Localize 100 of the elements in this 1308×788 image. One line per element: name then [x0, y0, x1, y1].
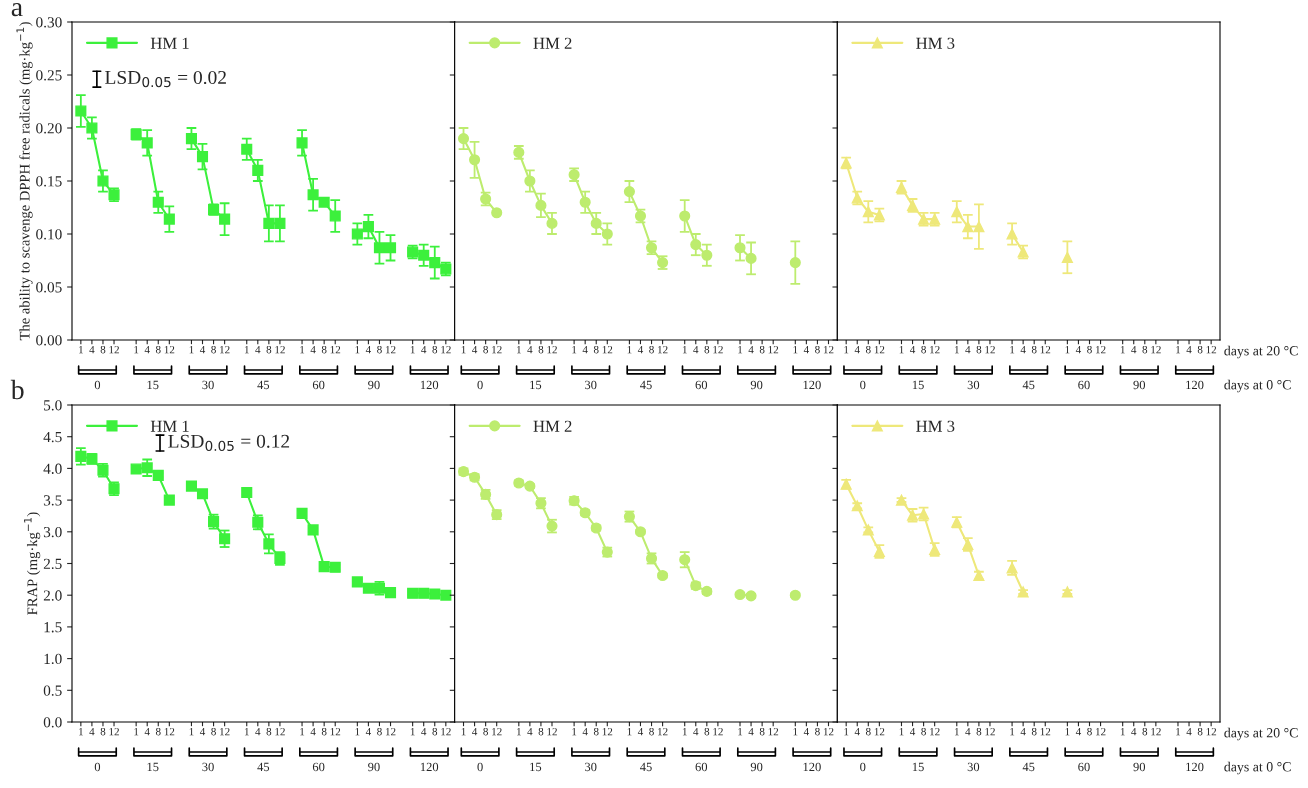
x-tick-label: 4 [527, 345, 533, 354]
point [163, 494, 175, 506]
y-axis-title: The ability to scavenge DPPH free radicals (mg·kg$^{−1}$) [16, 22, 33, 341]
x-tick-label: 1 [1120, 727, 1125, 736]
x-tick-label: 8 [266, 345, 272, 354]
x-tick-label: 12 [1040, 727, 1051, 736]
point [701, 249, 713, 261]
point [568, 495, 580, 507]
x-tick-label: 12 [492, 345, 502, 354]
point [862, 206, 874, 218]
x-tick-label: 8 [432, 727, 438, 736]
x-tick-label: 12 [930, 727, 940, 736]
x-tick-label: 8 [100, 727, 106, 736]
point [373, 242, 386, 254]
x-tick-label: 1 [1176, 345, 1181, 354]
x-tick-label: 8 [1197, 345, 1203, 354]
x-tick-label: 4 [748, 345, 754, 354]
point [407, 587, 419, 599]
y-tick-label: 3.0 [43, 526, 62, 538]
x-tick-label: 1 [572, 345, 577, 354]
x-tick-label: 1 [899, 727, 904, 736]
point [418, 587, 430, 599]
text: 90 [1133, 380, 1146, 390]
x-tick-label: 1 [461, 727, 466, 736]
point [141, 462, 153, 474]
x-tick-label: 12 [602, 727, 613, 736]
text: 60 [312, 762, 325, 772]
point [219, 533, 231, 545]
x-tick-label: 4 [421, 345, 427, 354]
point [601, 228, 613, 240]
point [185, 133, 198, 145]
x-tick-label: 4 [199, 727, 206, 736]
text: 15 [147, 762, 159, 772]
x-tick-label: 4 [472, 345, 478, 354]
text: 30 [585, 380, 597, 390]
x-tick-label: 12 [275, 345, 285, 354]
x-tick-label: 8 [865, 345, 871, 354]
text: 30 [967, 380, 980, 390]
x-tick-label: 1 [1065, 727, 1070, 736]
x-tick-label: 4 [89, 345, 95, 354]
text: days at 20 °C [1224, 345, 1298, 359]
text: 0 [94, 762, 101, 772]
point [457, 133, 470, 145]
x-tick-label: 8 [976, 345, 982, 354]
legend-label: HM 3 [916, 37, 955, 49]
x-tick-label: 1 [627, 345, 632, 354]
point [296, 507, 308, 519]
point [185, 480, 198, 492]
point [789, 257, 801, 269]
text: 30 [967, 762, 980, 772]
text: 60 [695, 762, 708, 772]
y-tick-label: 0.10 [36, 229, 62, 240]
x-tick-label: 12 [1206, 345, 1217, 354]
x-tick-label: 4 [637, 345, 644, 354]
point [196, 488, 209, 500]
x-tick-label: 12 [602, 345, 613, 354]
x-tick-label: 8 [483, 345, 488, 354]
x-tick-label: 8 [815, 727, 820, 736]
x-tick-label: 1 [189, 345, 194, 354]
point [973, 221, 985, 233]
legend-label: HM 1 [150, 37, 189, 49]
point [241, 143, 253, 155]
x-tick-label: 8 [155, 345, 161, 354]
text: days at 20 °C [1224, 727, 1298, 741]
y-tick-label: 0.15 [36, 176, 62, 187]
x-tick-label: 4 [1186, 345, 1192, 354]
x-tick-label: 8 [432, 345, 438, 354]
x-tick-label: 4 [854, 727, 860, 736]
y-tick-label: 0.0 [43, 717, 62, 728]
y-tick-label: 4.5 [43, 431, 62, 443]
x-tick-label: 1 [1010, 727, 1015, 736]
x-tick-label: 12 [768, 345, 779, 354]
point [252, 164, 264, 176]
x-tick-label: 1 [793, 727, 798, 736]
x-tick-label: 4 [1020, 345, 1026, 354]
x-tick-label: 1 [1065, 345, 1070, 354]
text: 60 [1078, 380, 1090, 390]
x-tick-label: 4 [527, 727, 533, 736]
x-tick-label: 12 [1095, 727, 1106, 736]
x-tick-label: 1 [517, 345, 521, 354]
x-tick-label: 8 [538, 727, 544, 736]
x-tick-label: 12 [874, 345, 885, 354]
text: 120 [1186, 380, 1204, 390]
x-tick-label: 8 [921, 345, 926, 354]
text: 90 [750, 380, 763, 390]
x-tick-label: 8 [1087, 345, 1092, 354]
point [141, 137, 153, 149]
x-tick-label: 4 [1075, 727, 1082, 736]
point [623, 186, 635, 198]
legend-label: HM 3 [916, 420, 955, 432]
x-tick-label: 1 [844, 727, 849, 736]
x-tick-label: 12 [109, 345, 119, 354]
point [97, 175, 109, 187]
x-tick-label: 8 [483, 727, 488, 736]
x-tick-label: 8 [815, 345, 820, 354]
point [152, 196, 164, 208]
x-tick-label: 12 [985, 345, 995, 354]
x-tick-label: 1 [954, 727, 959, 736]
x-tick-label: 8 [1197, 727, 1203, 736]
text: 120 [420, 762, 439, 772]
